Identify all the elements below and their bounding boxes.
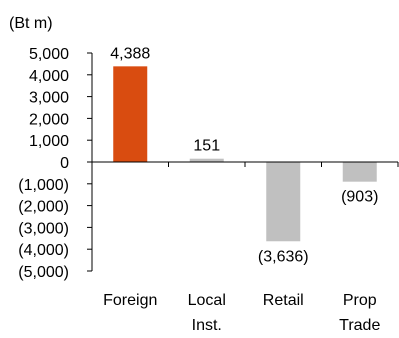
unit-label: (Bt m) [9, 15, 53, 32]
bar-2 [189, 158, 224, 162]
y-tick-label: (5,000) [18, 264, 69, 281]
data-label: (3,636) [258, 248, 309, 265]
y-tick-label: (2,000) [18, 199, 69, 216]
category-label: Local Inst. [188, 292, 226, 334]
bar-1 [113, 66, 148, 162]
y-tick-label: 1,000 [29, 133, 69, 150]
data-label: 151 [193, 138, 220, 155]
y-tick-label: 2,000 [29, 111, 69, 128]
bar-3 [266, 162, 301, 242]
bar-4 [342, 162, 377, 182]
data-label: 4,388 [110, 45, 150, 62]
y-tick-label: (4,000) [18, 242, 69, 259]
category-label: Prop Trade [339, 292, 380, 334]
category-label: Retail [263, 292, 304, 309]
y-tick-label: 0 [60, 155, 69, 172]
x-axis [92, 161, 399, 167]
bars [113, 66, 377, 242]
y-tick-label: 3,000 [29, 90, 69, 107]
category-label: Foreign [103, 292, 157, 309]
y-tick-label: (1,000) [18, 177, 69, 194]
category-labels: Foreign Local Inst. Retail Prop Trade [103, 292, 380, 334]
data-labels: 4,388 151 (3,636) (903) [110, 45, 378, 265]
y-axis: 5,000 4,000 3,000 2,000 1,000 0 (1,000) (2,000)… [18, 46, 93, 281]
y-tick-label: 4,000 [29, 68, 69, 85]
data-label: (903) [341, 189, 378, 206]
y-tick-label: (3,000) [18, 220, 69, 237]
y-tick-label: 5,000 [29, 46, 69, 63]
